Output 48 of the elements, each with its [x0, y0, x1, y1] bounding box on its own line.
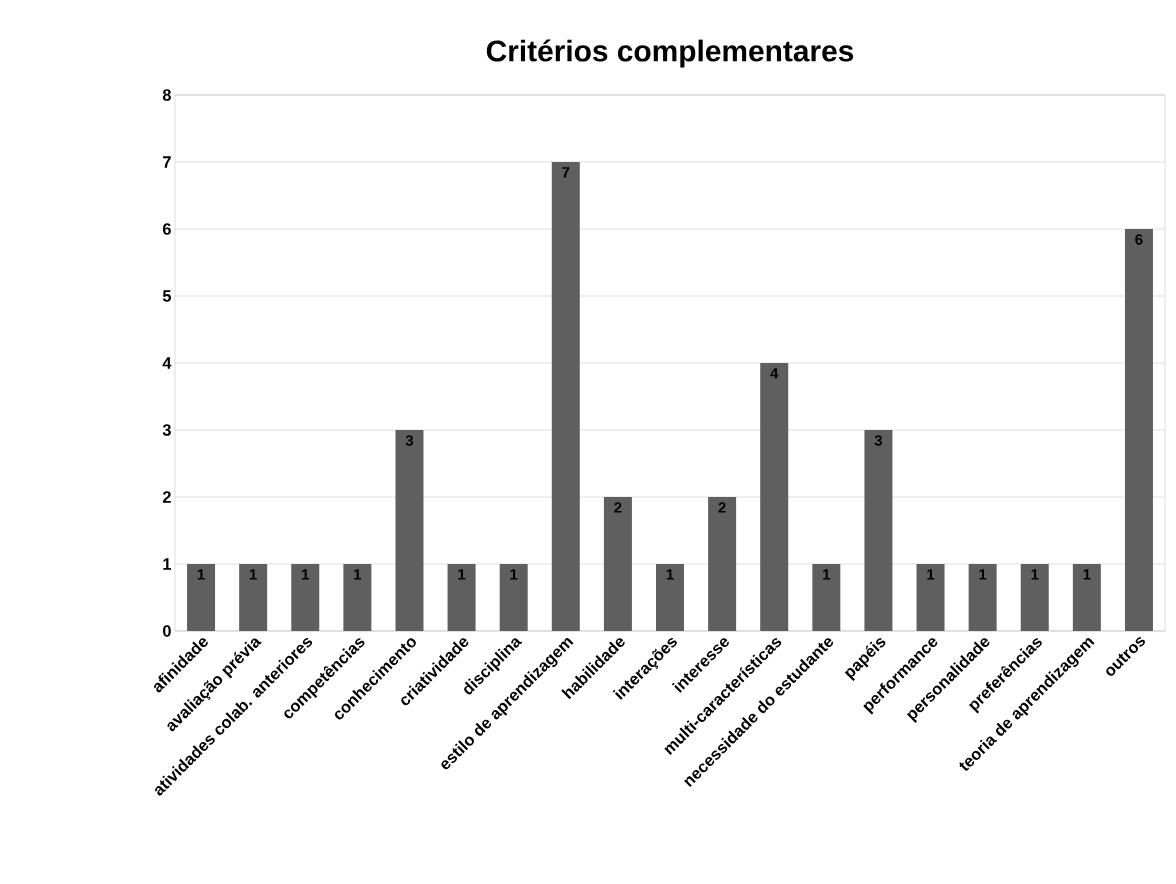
data-label: 1 [249, 569, 257, 580]
data-label: 1 [354, 569, 362, 580]
bar [916, 564, 945, 631]
data-label: 3 [405, 435, 414, 446]
bar [603, 497, 632, 631]
bar [812, 564, 841, 631]
data-label: 1 [1031, 569, 1039, 580]
bar [1072, 564, 1101, 631]
data-label: 1 [666, 569, 674, 580]
bar [239, 564, 268, 631]
bar [395, 430, 424, 631]
bar [708, 497, 737, 631]
data-label: 6 [1135, 234, 1143, 245]
data-label: 2 [614, 502, 622, 513]
chart-title: Critérios complementares [486, 39, 854, 68]
bar [1020, 564, 1049, 631]
data-label: 1 [1083, 569, 1091, 580]
bar [291, 564, 320, 631]
data-label: 3 [874, 435, 883, 446]
data-label: 1 [927, 569, 935, 580]
data-label: 7 [562, 167, 570, 178]
data-label: 1 [302, 569, 309, 580]
bar [656, 564, 685, 631]
bar [1124, 229, 1153, 631]
data-label: 1 [510, 569, 518, 580]
bar [968, 564, 997, 631]
data-label: 4 [770, 368, 779, 379]
y-tick-label: 5 [162, 290, 172, 302]
bar [499, 564, 528, 631]
y-tick-label: 0 [163, 625, 171, 637]
data-label: 1 [823, 569, 831, 580]
data-label: 1 [197, 569, 205, 580]
y-tick-label: 6 [162, 223, 171, 235]
y-tick-label: 7 [163, 156, 171, 168]
bar [864, 430, 893, 631]
y-tick-label: 3 [162, 424, 171, 436]
y-tick-label: 8 [162, 89, 171, 101]
bar [187, 564, 216, 631]
y-tick-label: 4 [162, 357, 172, 369]
bar [343, 564, 372, 631]
bar [447, 564, 476, 631]
bar [760, 363, 789, 631]
y-tick-label: 1 [163, 558, 172, 570]
y-tick-label: 2 [162, 491, 171, 503]
bar [551, 162, 580, 631]
data-label: 2 [718, 502, 726, 513]
data-label: 1 [458, 569, 466, 580]
data-label: 1 [979, 569, 987, 580]
